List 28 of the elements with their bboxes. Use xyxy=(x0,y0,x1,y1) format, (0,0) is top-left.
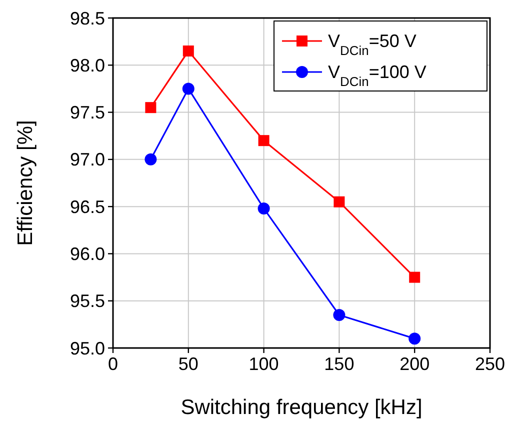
point xyxy=(333,309,346,321)
y-tick-label: 95.0 xyxy=(70,338,105,358)
y-tick-label: 96.0 xyxy=(70,244,105,264)
point xyxy=(409,272,420,283)
x-axis-title: Switching frequency [kHz] xyxy=(180,396,422,419)
point xyxy=(145,102,156,114)
y-tick-label: 96.5 xyxy=(70,196,105,217)
point xyxy=(144,153,157,166)
y-tick-label: 97.0 xyxy=(70,150,105,170)
x-tick-label: 250 xyxy=(474,354,506,374)
point xyxy=(258,202,270,214)
y-tick-label: 98.5 xyxy=(70,8,105,28)
point xyxy=(258,135,270,146)
point xyxy=(408,332,421,345)
point xyxy=(182,46,194,56)
legend-label: V$_{DCin}$=50 V xyxy=(328,31,416,58)
point xyxy=(182,82,194,95)
point xyxy=(334,196,345,208)
x-tick-label: 0 xyxy=(108,354,118,374)
y-tick-label: 97.5 xyxy=(70,102,105,123)
y-tick-label: 95.5 xyxy=(70,291,105,312)
x-tick-label: 50 xyxy=(178,354,198,374)
x-tick-label: 200 xyxy=(400,354,430,374)
x-tick-label: 150 xyxy=(324,354,354,374)
y-axis-title: Efficiency [%] xyxy=(14,120,37,246)
legend-label: V$_{DCin}$=100 V xyxy=(328,62,426,88)
x-tick-label: 100 xyxy=(248,354,279,374)
y-tick-label: 98.0 xyxy=(70,55,105,76)
